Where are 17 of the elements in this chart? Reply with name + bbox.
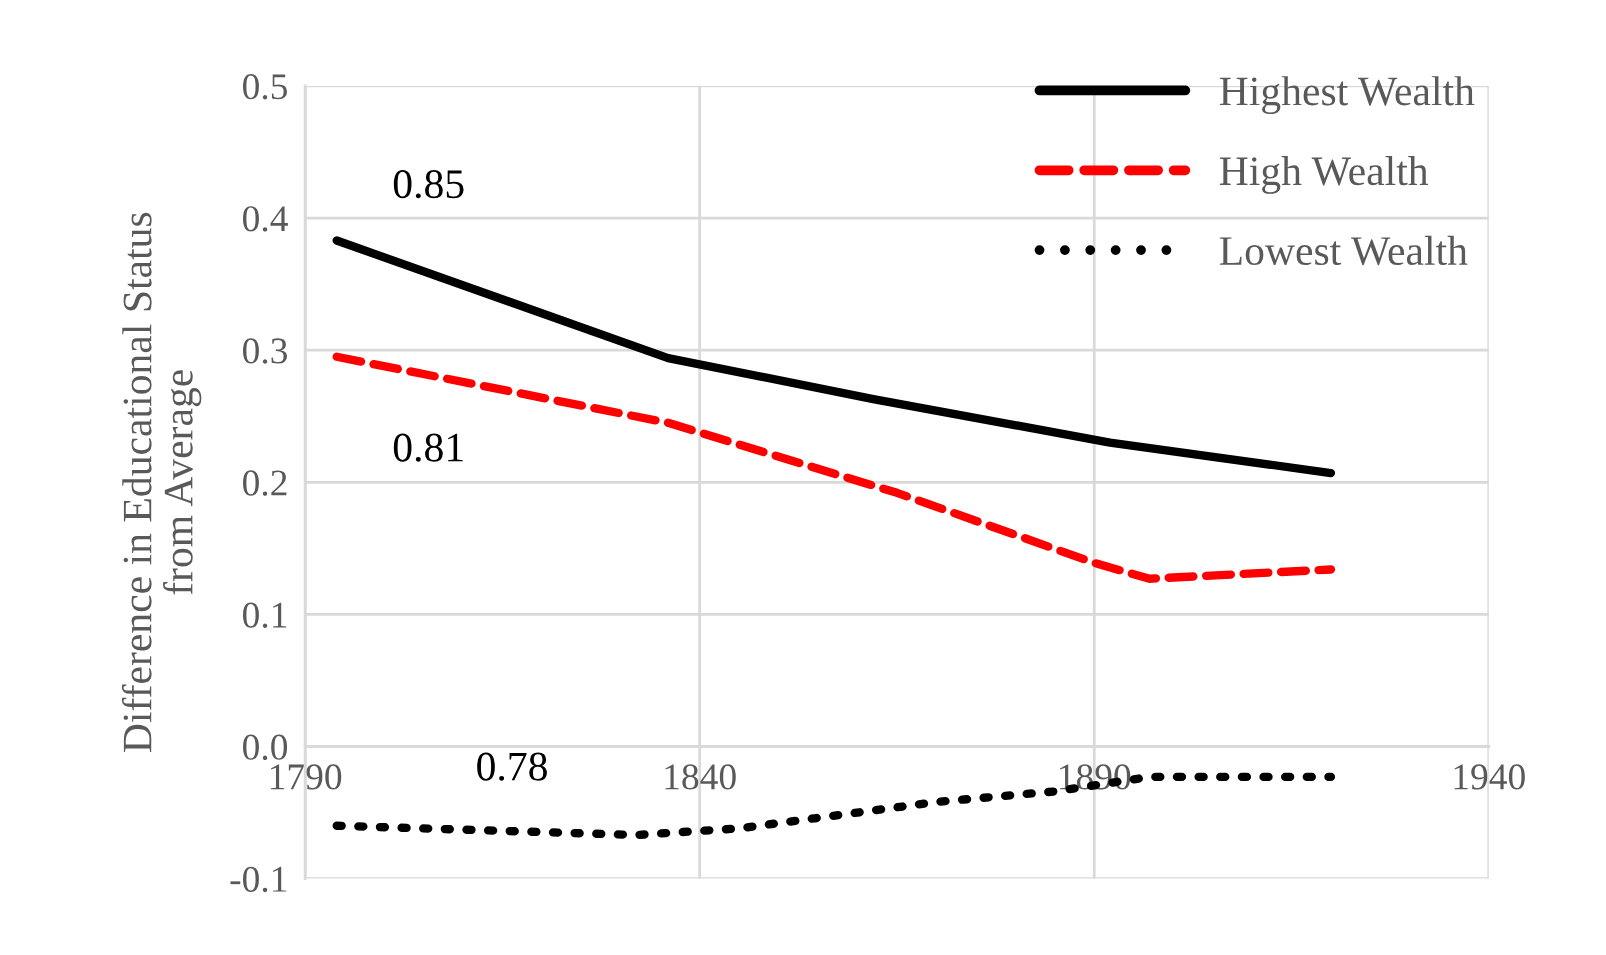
x-tick-label: 1840 (665, 764, 736, 790)
annotation: 0.85 (393, 170, 464, 199)
x-tick-label: 1940 (1454, 764, 1525, 790)
y-tick-label: 0.2 (243, 470, 287, 496)
y-tick-label: 0.3 (243, 338, 288, 364)
y-tick-label: 0.4 (243, 206, 288, 232)
y-tick-label: 0.1 (243, 602, 287, 628)
legend-label: High Wealth (1219, 155, 1429, 194)
y-axis-title: Difference in Educational Status from Average (121, 212, 202, 753)
y-tick-label: -0.1 (230, 866, 287, 893)
y-tick-label: 0.0 (243, 734, 288, 761)
legend-label: Highest Wealth (1219, 76, 1475, 115)
legend-label: Lowest Wealth (1219, 235, 1468, 266)
x-tick-label: 1790 (270, 764, 342, 790)
annotation: 0.81 (393, 433, 463, 462)
annotation: 0.78 (477, 752, 547, 781)
y-tick-label: 0.5 (243, 74, 288, 100)
